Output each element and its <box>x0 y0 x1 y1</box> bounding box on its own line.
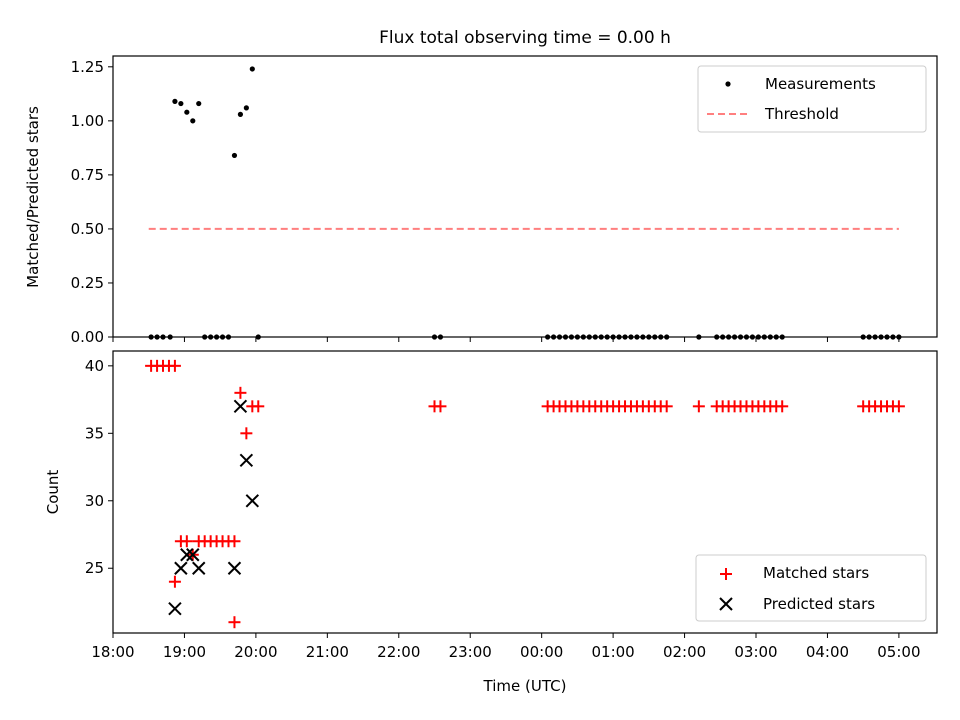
measurement-point <box>243 105 249 111</box>
y-tick-label: 0.50 <box>71 220 104 238</box>
matched-star-point <box>252 400 265 413</box>
predicted-star-point <box>180 548 194 562</box>
y-tick-label: 0.00 <box>71 328 104 346</box>
measurement-point <box>249 66 255 72</box>
measurement-point <box>237 111 244 117</box>
plot-frame <box>112 55 938 338</box>
x-tick-label: 21:00 <box>306 643 349 661</box>
x-tick-label: 22:00 <box>377 643 420 661</box>
x-tick-label: 23:00 <box>449 643 492 661</box>
chart-title: Flux total observing time = 0.00 h <box>379 28 671 48</box>
measurement-point <box>178 100 184 107</box>
matched-star-point <box>168 359 181 372</box>
predicted-star-point <box>192 561 206 575</box>
y-tick-label: 25 <box>85 559 104 577</box>
legend-predicted-label: Predicted stars <box>763 595 875 613</box>
legend-matched-label: Matched stars <box>763 564 869 582</box>
y-tick-label: 40 <box>85 357 104 375</box>
predicted-star-point <box>227 561 242 575</box>
x-tick-label: 01:00 <box>591 643 634 661</box>
y-tick-label: 1.00 <box>71 112 104 130</box>
y-tick-label: 0.75 <box>71 166 104 184</box>
upper-legend: Measurements Threshold <box>697 65 927 133</box>
matched-star-point <box>240 427 253 440</box>
matched-star-point <box>434 400 447 413</box>
y-tick-label: 30 <box>85 492 104 510</box>
plot-frame <box>112 350 938 634</box>
predicted-star-point <box>186 548 200 562</box>
legend-predicted-marker <box>719 597 733 611</box>
x-tick-label: 20:00 <box>234 643 277 661</box>
x-tick-label: 19:00 <box>163 643 206 661</box>
lower-y-axis-label: Count <box>44 470 62 515</box>
x-tick-label: 18:00 <box>91 643 134 661</box>
matched-star-point <box>228 535 241 548</box>
legend-matched-marker <box>720 568 732 580</box>
x-tick-label: 00:00 <box>520 643 563 661</box>
y-tick-label: 0.25 <box>71 274 104 292</box>
predicted-star-point <box>245 494 260 508</box>
matched-star-point <box>692 400 705 413</box>
upper-panel: 0.00 0.25 0.50 0.75 1.00 1.25 <box>71 55 938 346</box>
matched-star-point <box>892 400 905 413</box>
x-tick-label: 04:00 <box>806 643 849 661</box>
x-tick-label: 05:00 <box>877 643 920 661</box>
legend-measurements-marker <box>725 81 731 87</box>
predicted-star-point <box>233 399 248 414</box>
legend-threshold-label: Threshold <box>764 105 839 123</box>
x-tick-label: 02:00 <box>663 643 706 661</box>
measurement-point <box>190 118 196 124</box>
measurement-point <box>172 98 178 104</box>
matched-star-point <box>234 386 247 399</box>
measurement-point <box>184 109 190 115</box>
matched-star-point <box>228 616 241 629</box>
predicted-star-point <box>168 602 182 616</box>
predicted-star-point <box>174 561 188 575</box>
matched-star-point <box>168 575 181 588</box>
lower-panel: 25 30 35 40 18:00 19:00 20:00 21:00 22:00 23:00 00… <box>85 350 938 661</box>
upper-legend-frame <box>697 65 927 133</box>
matched-star-point <box>660 400 673 413</box>
y-tick-label: 1.25 <box>71 58 104 76</box>
upper-y-axis-label: Matched/Predicted stars <box>24 106 42 288</box>
lower-legend-frame <box>695 554 927 622</box>
matched-star-point <box>180 535 193 548</box>
legend-measurements-label: Measurements <box>765 75 876 93</box>
predicted-star-point <box>239 453 254 467</box>
y-tick-label: 35 <box>85 424 104 442</box>
x-tick-label: 03:00 <box>734 643 777 661</box>
matched-star-point <box>776 400 789 413</box>
series-matched-stars <box>145 359 905 629</box>
measurement-point <box>196 100 202 107</box>
lower-legend: Matched stars Predicted stars <box>695 554 927 622</box>
measurement-point <box>231 152 238 159</box>
x-axis-label: Time (UTC) <box>483 677 567 695</box>
series-predicted-stars <box>168 399 260 616</box>
